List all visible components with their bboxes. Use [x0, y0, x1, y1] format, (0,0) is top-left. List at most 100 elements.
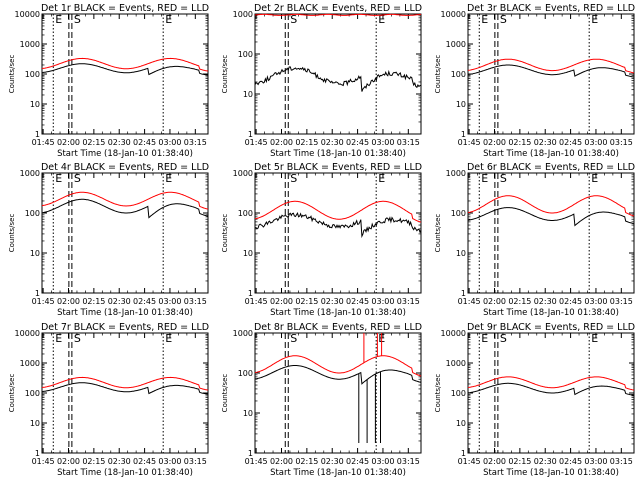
x-tick-label: 02:15 [508, 297, 531, 306]
series-lld-red [254, 13, 422, 16]
x-tick-label: 02:45 [133, 297, 156, 306]
y-tick-label: 100 [25, 389, 40, 398]
y-tick-label: 1000 [20, 40, 40, 49]
x-tick-label: 02:45 [133, 457, 156, 466]
x-tick-label: 02:00 [270, 457, 293, 466]
x-tick-label: 02:00 [483, 297, 506, 306]
x-tick-label: 02:00 [270, 138, 293, 147]
x-tick-label: 03:00 [371, 297, 394, 306]
x-tick-label: 01:45 [32, 297, 55, 306]
y-tick-label: 1 [461, 449, 466, 458]
series-lld-red [467, 195, 635, 217]
x-tick-label: 03:15 [184, 138, 207, 147]
plot-frame [41, 332, 209, 454]
event-marker-label: S [290, 332, 297, 345]
series-events-black [467, 207, 635, 227]
y-tick-label: 1000 [446, 169, 466, 178]
y-tick-label: 10 [30, 249, 40, 258]
y-axis-label: Counts/sec [434, 214, 442, 253]
x-tick-label: 02:00 [57, 297, 80, 306]
x-tick-label: 02:30 [321, 457, 344, 466]
panel-title: Det 6r BLACK = Events, RED = LLD [467, 162, 635, 173]
series-lld-red [254, 333, 422, 377]
x-tick-label: 03:15 [397, 138, 420, 147]
y-tick-label: 1 [35, 449, 40, 458]
panel-det-6: Det 6r BLACK = Events, RED = LLD 1 10 100 10… [434, 162, 635, 318]
event-marker-label: E [378, 13, 385, 26]
panel-det-7: Det 7r BLACK = Events, RED = LLD 1 10 100 10… [8, 322, 209, 478]
series-events-black [41, 382, 209, 395]
x-tick-label: 01:45 [32, 138, 55, 147]
x-tick-label: 02:30 [534, 297, 557, 306]
y-axis-label: Counts/sec [8, 55, 16, 94]
series-events-black [254, 365, 422, 443]
y-axis-label: Counts/sec [8, 374, 16, 413]
panel-title: Det 4r BLACK = Events, RED = LLD [41, 162, 209, 173]
plot-frame [41, 172, 209, 294]
y-tick-label: 10 [456, 419, 466, 428]
y-tick-label: 1 [461, 130, 466, 139]
event-marker-label: E [55, 172, 62, 185]
x-tick-label: 02:45 [133, 138, 156, 147]
x-tick-label: 02:30 [534, 138, 557, 147]
plot-frame [467, 172, 635, 294]
series-events-black [254, 66, 422, 92]
panel-det-1: Det 1r BLACK = Events, RED = LLD 1 10 100 10… [8, 3, 209, 159]
y-tick-label: 1 [248, 449, 253, 458]
y-tick-label: 10 [456, 100, 466, 109]
x-axis-label: Start Time (18-Jan-10 01:38:40) [483, 149, 619, 159]
event-marker-label: E [481, 172, 488, 185]
y-tick-label: 10 [30, 100, 40, 109]
panel-title: Det 9r BLACK = Events, RED = LLD [467, 322, 635, 333]
x-tick-label: 02:30 [108, 297, 131, 306]
event-marker-label: S [74, 13, 81, 26]
event-marker-label: E [55, 332, 62, 345]
y-axis-label: Counts/sec [8, 214, 16, 253]
x-tick-label: 02:45 [346, 297, 369, 306]
x-tick-label: 01:45 [458, 297, 481, 306]
y-tick-label: 1 [248, 289, 253, 298]
panel-det-9: Det 9r BLACK = Events, RED = LLD 1 10 100 10… [434, 322, 635, 478]
x-tick-label: 01:45 [32, 457, 55, 466]
panel-det-2: Det 2r BLACK = Events, RED = LLD 1 10 100 10… [221, 3, 422, 159]
y-tick-label: 1000 [233, 169, 253, 178]
x-tick-label: 02:30 [321, 297, 344, 306]
x-tick-label: 03:00 [584, 457, 607, 466]
event-marker-label: E [481, 13, 488, 26]
y-tick-label: 1 [461, 289, 466, 298]
y-tick-label: 10000 [15, 329, 40, 338]
series-lld-red [467, 58, 635, 74]
y-tick-label: 1000 [446, 40, 466, 49]
plot-frame [254, 172, 422, 294]
x-tick-label: 01:45 [245, 297, 268, 306]
y-tick-label: 10 [243, 409, 253, 418]
x-tick-label: 03:00 [371, 457, 394, 466]
y-axis-label: Counts/sec [434, 374, 442, 413]
series-events-black [41, 63, 209, 76]
x-tick-label: 02:45 [559, 138, 582, 147]
event-marker-label: E [165, 332, 172, 345]
plot-frame [254, 332, 422, 454]
y-axis-label: Counts/sec [434, 55, 442, 94]
event-marker-label: S [74, 172, 81, 185]
x-axis-label: Start Time (18-Jan-10 01:38:40) [57, 308, 193, 318]
series-lld-red [41, 376, 209, 391]
series-lld-red [41, 191, 209, 210]
panel-title: Det 1r BLACK = Events, RED = LLD [41, 3, 209, 14]
y-tick-label: 10000 [441, 329, 466, 338]
y-tick-label: 100 [25, 209, 40, 218]
y-tick-label: 100 [238, 369, 253, 378]
event-marker-label: E [165, 13, 172, 26]
panel-det-5: Det 5r BLACK = Events, RED = LLD 1 10 100 10… [221, 162, 422, 318]
event-marker-label: E [591, 172, 598, 185]
panel-det-8: Det 8r BLACK = Events, RED = LLD 1 10 100 10… [221, 322, 422, 478]
x-tick-label: 02:15 [295, 457, 318, 466]
x-tick-label: 03:15 [184, 297, 207, 306]
y-tick-label: 10 [30, 419, 40, 428]
x-tick-label: 03:00 [158, 457, 181, 466]
series-events-black [467, 382, 635, 396]
event-marker-label: E [591, 332, 598, 345]
x-tick-label: 01:45 [245, 457, 268, 466]
x-tick-label: 03:00 [584, 297, 607, 306]
plot-frame [254, 13, 422, 135]
